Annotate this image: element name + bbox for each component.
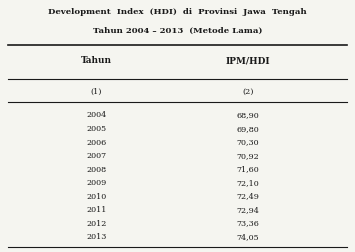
- Text: Tahun: Tahun: [81, 56, 112, 65]
- Text: 72,94: 72,94: [236, 205, 260, 213]
- Text: 69,80: 69,80: [236, 124, 259, 133]
- Text: 2009: 2009: [86, 178, 106, 186]
- Text: 2006: 2006: [86, 138, 106, 146]
- Text: 2007: 2007: [86, 151, 106, 160]
- Text: IPM/HDI: IPM/HDI: [226, 56, 270, 65]
- Text: 2005: 2005: [86, 124, 106, 133]
- Text: (2): (2): [242, 87, 254, 95]
- Text: 70,30: 70,30: [237, 138, 259, 146]
- Text: 73,36: 73,36: [236, 219, 260, 227]
- Text: 2004: 2004: [86, 111, 106, 119]
- Text: (1): (1): [91, 87, 102, 95]
- Text: 71,60: 71,60: [236, 165, 259, 173]
- Text: 70,92: 70,92: [236, 151, 259, 160]
- Text: 2010: 2010: [86, 192, 106, 200]
- Text: 72,10: 72,10: [236, 178, 259, 186]
- Text: 2011: 2011: [86, 205, 106, 213]
- Text: 68,90: 68,90: [236, 111, 259, 119]
- Text: 2013: 2013: [86, 232, 106, 240]
- Text: 74,05: 74,05: [237, 232, 259, 240]
- Text: 2012: 2012: [86, 219, 106, 227]
- Text: Development  Index  (HDI)  di  Provinsi  Jawa  Tengah: Development Index (HDI) di Provinsi Jawa…: [48, 8, 307, 16]
- Text: 2008: 2008: [86, 165, 106, 173]
- Text: Tahun 2004 – 2013  (Metode Lama): Tahun 2004 – 2013 (Metode Lama): [93, 26, 262, 34]
- Text: 72,49: 72,49: [236, 192, 260, 200]
